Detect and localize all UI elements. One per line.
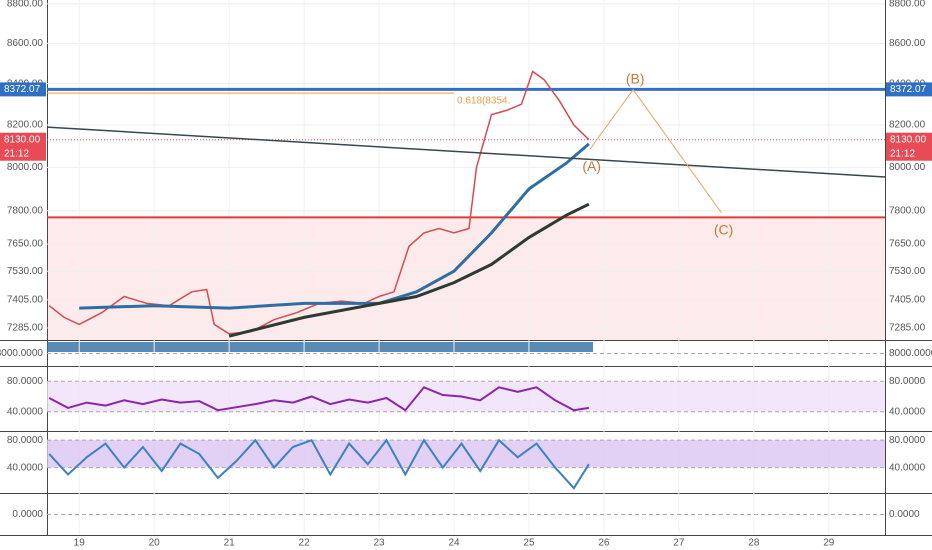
fib-label: 0.618(8354.	[457, 96, 510, 107]
x-tick-label: 24	[448, 538, 460, 549]
panel-tick-label: 80.0000	[889, 435, 926, 446]
indicator-zone	[47, 440, 885, 468]
panel-tick-label: 0.0000	[12, 509, 43, 520]
y-tick-label: 8200.00	[889, 120, 926, 131]
price-flag	[0, 82, 46, 97]
y-tick-label: 7405.00	[889, 295, 926, 306]
y-tick-label: 7650.00	[889, 239, 926, 250]
price-flag-label: 8372.07	[4, 84, 41, 95]
panel-tick-label: 40.0000	[889, 462, 926, 473]
y-tick-label: 7800.00	[7, 205, 44, 216]
y-tick-label: 7530.00	[889, 266, 926, 277]
last-price-label: 8130.00	[890, 134, 927, 145]
panel-tick-label: 8000.0000	[889, 348, 932, 359]
panel-tick-label: 80.0000	[7, 435, 44, 446]
x-tick-label: 28	[748, 538, 760, 549]
y-tick-label: 8600.00	[7, 38, 44, 49]
panel-tick-label: 0.0000	[889, 509, 920, 520]
countdown-label: 21:12	[890, 148, 915, 159]
panel-tick-label: 40.0000	[7, 462, 44, 473]
indicator-band	[47, 342, 593, 352]
x-tick-label: 26	[598, 538, 610, 549]
y-tick-label: 8200.00	[7, 120, 44, 131]
wave-label: (A)	[582, 158, 601, 174]
y-tick-label: 8600.00	[889, 38, 926, 49]
panel-tick-label: 80.0000	[7, 376, 44, 387]
y-tick-label: 7800.00	[889, 205, 926, 216]
x-tick-label: 27	[673, 538, 685, 549]
y-tick-label: 8800.00	[889, 0, 926, 10]
wave-projection	[589, 88, 723, 214]
indicator-line	[48, 438, 590, 490]
y-tick-label: 7650.00	[7, 239, 44, 250]
price-flag-label: 8372.07	[890, 84, 927, 95]
y-tick-label: 7285.00	[7, 323, 44, 334]
y-tick-label: 7530.00	[7, 266, 44, 277]
indicator-line	[48, 386, 590, 412]
y-tick-label: 8800.00	[7, 0, 44, 10]
x-tick-label: 19	[74, 538, 86, 549]
x-tick-label: 25	[523, 538, 535, 549]
panel-tick-label: 80.0000	[889, 376, 926, 387]
price-line	[228, 202, 590, 338]
y-tick-label: 7405.00	[7, 295, 44, 306]
price-line	[79, 142, 590, 310]
last-price-label: 8130.00	[4, 134, 41, 145]
panel-tick-label: 40.0000	[889, 406, 926, 417]
last-price-flag	[0, 132, 46, 161]
price-flag	[886, 82, 932, 97]
countdown-label: 21:12	[4, 148, 29, 159]
wave-label: (B)	[626, 70, 645, 86]
x-tick-label: 29	[823, 538, 835, 549]
last-price-flag	[886, 132, 932, 161]
x-tick-label: 22	[299, 538, 311, 549]
x-tick-label: 20	[149, 538, 161, 549]
y-tick-label: 7285.00	[889, 323, 926, 334]
x-tick-label: 23	[373, 538, 385, 549]
support-zone	[47, 217, 885, 340]
x-tick-label: 21	[224, 538, 236, 549]
panel-tick-label: 8000.0000	[0, 348, 43, 359]
y-tick-label: 8000.00	[889, 162, 926, 173]
panel-tick-label: 40.0000	[7, 406, 44, 417]
trendline	[46, 126, 886, 178]
y-tick-label: 8000.00	[7, 162, 44, 173]
wave-label: (C)	[714, 222, 733, 238]
